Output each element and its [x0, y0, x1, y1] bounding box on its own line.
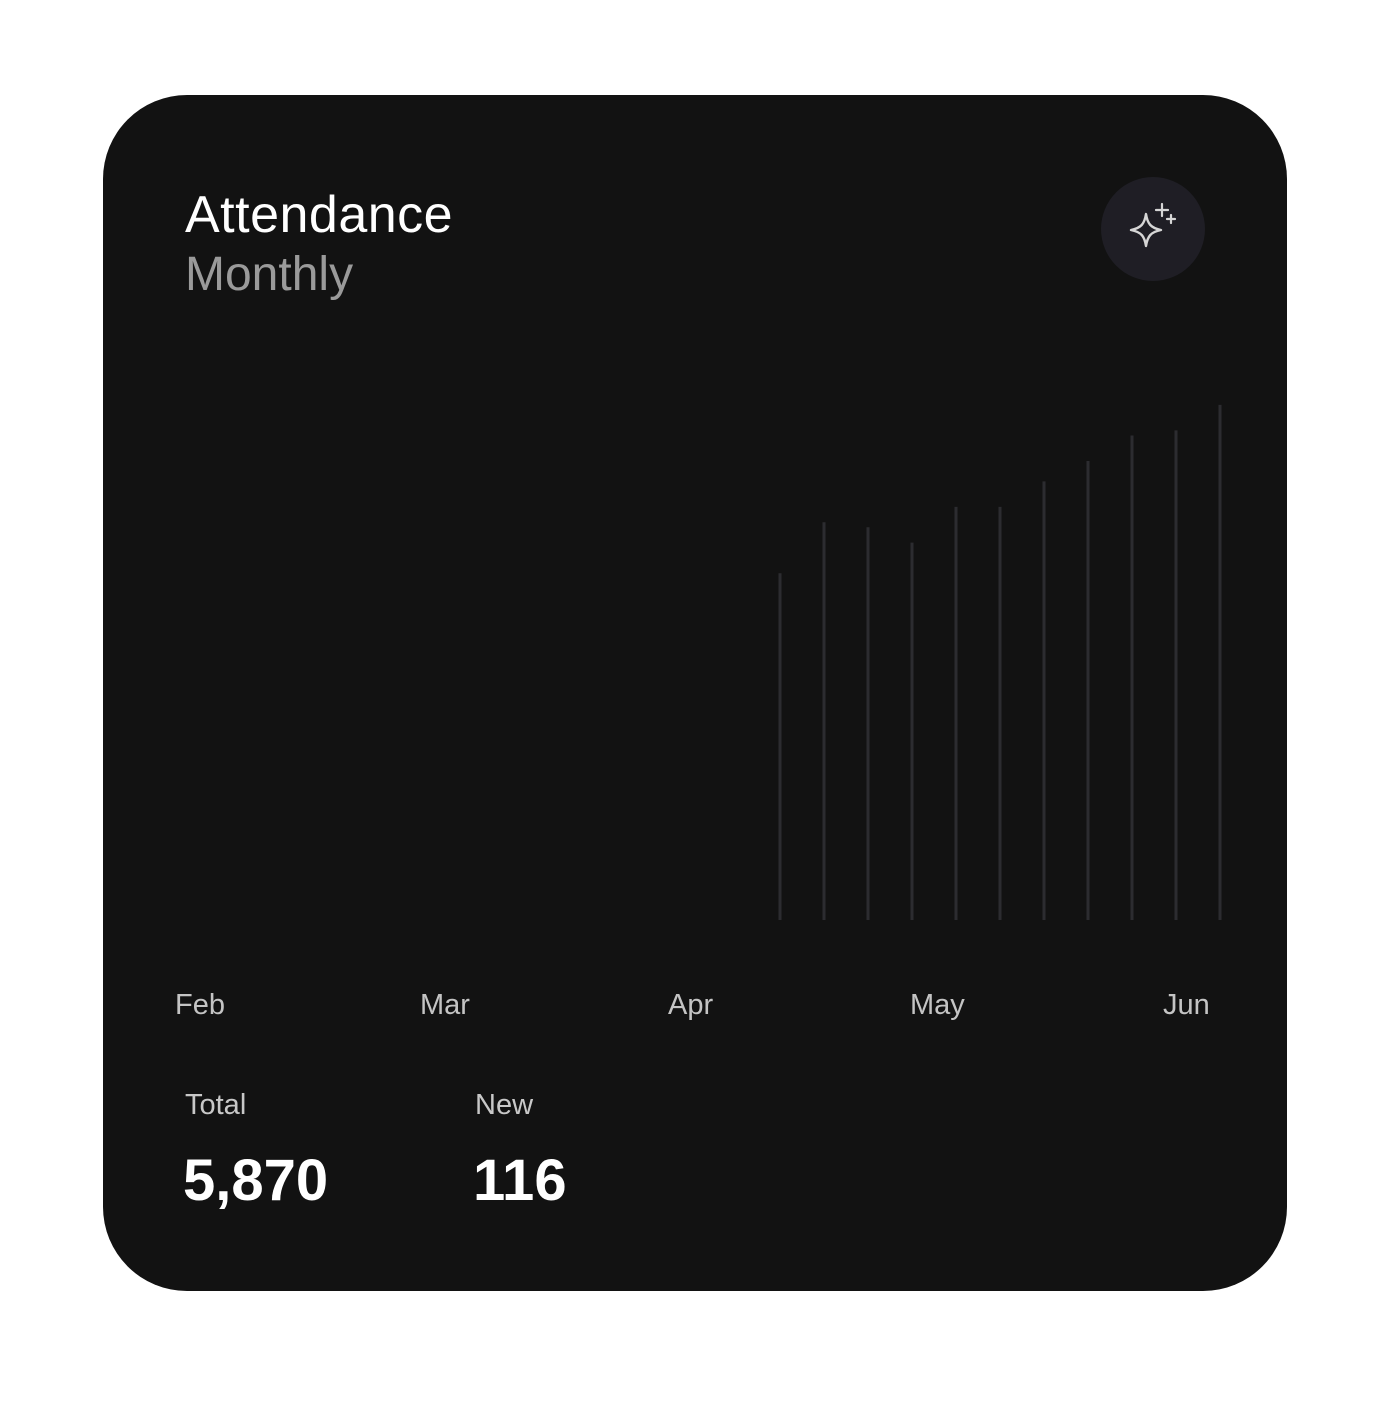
bar-group — [161, 404, 1222, 920]
new-value: 116 — [473, 1148, 567, 1213]
total-label: Total — [185, 1089, 247, 1121]
total-value: 5,870 — [183, 1148, 329, 1213]
x-tick-label: Feb — [175, 989, 225, 1021]
sparkle-icon — [1129, 202, 1177, 248]
x-tick-label: Jun — [1163, 989, 1210, 1021]
attendance-bar-chart: Feb Mar Apr May Jun — [161, 404, 1222, 1021]
x-tick-label: May — [910, 989, 965, 1021]
attendance-card: Attendance Monthly Feb Mar Apr May Jun T… — [103, 95, 1287, 1291]
card-title: Attendance — [185, 186, 454, 244]
sparkle-button[interactable] — [1101, 177, 1205, 281]
x-tick-label: Apr — [668, 989, 713, 1021]
new-label: New — [475, 1089, 534, 1121]
x-tick-label: Mar — [420, 989, 470, 1021]
x-axis: Feb Mar Apr May Jun — [175, 989, 1210, 1021]
card-subtitle: Monthly — [185, 248, 354, 301]
